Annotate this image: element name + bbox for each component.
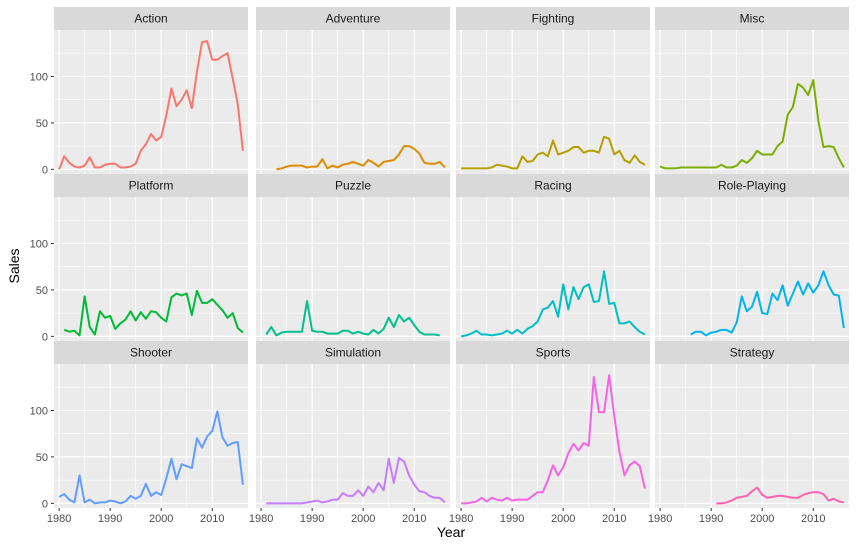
x-tick-label: 1990 [300, 513, 324, 525]
x-tick-label: 1990 [98, 513, 122, 525]
panel-background-sports [456, 364, 650, 508]
strip-label-role-playing: Role-Playing [718, 179, 786, 193]
panel-background-fighting [456, 30, 650, 174]
y-tick-label: 50 [36, 285, 48, 297]
x-tick-label: 1980 [47, 513, 71, 525]
y-tick-label: 100 [30, 405, 48, 417]
strip-background-adventure [256, 7, 450, 30]
y-tick-label: 100 [30, 71, 48, 83]
strip-label-misc: Misc [740, 12, 765, 26]
y-tick-label: 100 [30, 238, 48, 250]
y-tick-label: 0 [42, 331, 48, 343]
series-line-adventure [276, 145, 446, 171]
x-tick-label: 2010 [200, 513, 224, 525]
panel-background-role-playing [655, 197, 849, 341]
strip-background-sports [456, 341, 650, 364]
facet-panel-action: Action 0 50 100 [30, 7, 248, 176]
strip-background-fighting [456, 7, 650, 30]
series-line-shooter [58, 410, 244, 505]
strip-label-racing: Racing [534, 179, 571, 193]
strip-label-sports: Sports [536, 346, 571, 360]
strip-background-action [54, 7, 248, 30]
y-tick-label: 0 [42, 498, 48, 510]
facet-panel-shooter: Shooter 0 50 100 1980 1990 2000 2010 [30, 341, 248, 525]
panel-background-misc [655, 30, 849, 174]
strip-background-shooter [54, 341, 248, 364]
series-line-fighting [461, 135, 646, 170]
y-tick-label: 50 [36, 452, 48, 464]
strip-background-puzzle [256, 174, 450, 197]
series-line-action [58, 40, 244, 170]
y-tick-label: 0 [42, 164, 48, 176]
facet-panel-misc: Misc [655, 7, 849, 174]
strip-label-shooter: Shooter [130, 346, 172, 360]
x-tick-label: 2010 [602, 513, 626, 525]
x-tick-label: 2000 [551, 513, 575, 525]
x-tick-label: 1980 [449, 513, 473, 525]
facet-panel-fighting: Fighting [456, 7, 650, 174]
series-line-strategy [716, 486, 845, 505]
strip-label-simulation: Simulation [325, 346, 381, 360]
series-line-misc [659, 79, 845, 170]
strip-label-fighting: Fighting [532, 12, 575, 26]
series-line-simulation [266, 456, 446, 505]
panel-background-platform [54, 197, 248, 341]
panel-background-strategy [655, 364, 849, 508]
facet-panel-platform: Platform 0 50 100 [30, 174, 248, 343]
facet-panel-strategy: Strategy 1980 1990 2000 2010 [648, 341, 849, 525]
x-tick-label: 1980 [249, 513, 273, 525]
x-tick-label: 2010 [801, 513, 825, 525]
y-tick-label: 50 [36, 118, 48, 130]
facet-panel-sports: Sports 1980 1990 2000 2010 [449, 341, 650, 525]
strip-label-platform: Platform [129, 179, 174, 193]
strip-background-racing [456, 174, 650, 197]
series-line-platform [63, 289, 244, 337]
strip-label-strategy: Strategy [730, 346, 775, 360]
x-tick-label: 2000 [351, 513, 375, 525]
strip-background-role-playing [655, 174, 849, 197]
facet-panel-puzzle: Puzzle [256, 174, 450, 341]
series-line-role-playing [690, 270, 845, 337]
panel-background-shooter [54, 364, 248, 508]
panel-background-racing [456, 197, 650, 341]
facet-panel-racing: Racing [456, 174, 650, 341]
strip-background-simulation [256, 341, 450, 364]
strip-background-strategy [655, 341, 849, 364]
panel-background-puzzle [256, 197, 450, 341]
strip-background-platform [54, 174, 248, 197]
x-tick-label: 2000 [750, 513, 774, 525]
x-tick-label: 1990 [699, 513, 723, 525]
facet-panel-adventure: Adventure [256, 7, 450, 174]
strip-label-action: Action [134, 12, 167, 26]
facet-panel-role-playing: Role-Playing [655, 174, 849, 341]
strip-label-puzzle: Puzzle [335, 179, 371, 193]
strip-label-adventure: Adventure [326, 12, 381, 26]
x-axis-title: Year [437, 524, 466, 540]
series-line-puzzle [265, 300, 440, 337]
x-tick-label: 1980 [648, 513, 672, 525]
series-line-sports [461, 374, 646, 505]
series-line-racing [460, 270, 646, 338]
strip-background-misc [655, 7, 849, 30]
y-axis-title: Sales [6, 248, 22, 283]
panel-background-adventure [256, 30, 450, 174]
x-tick-label: 2010 [402, 513, 426, 525]
x-tick-label: 2000 [149, 513, 173, 525]
panel-background-simulation [256, 364, 450, 508]
panel-background-action [54, 30, 248, 174]
facet-panel-simulation: Simulation 1980 1990 2000 2010 [249, 341, 450, 525]
x-tick-label: 1990 [500, 513, 524, 525]
